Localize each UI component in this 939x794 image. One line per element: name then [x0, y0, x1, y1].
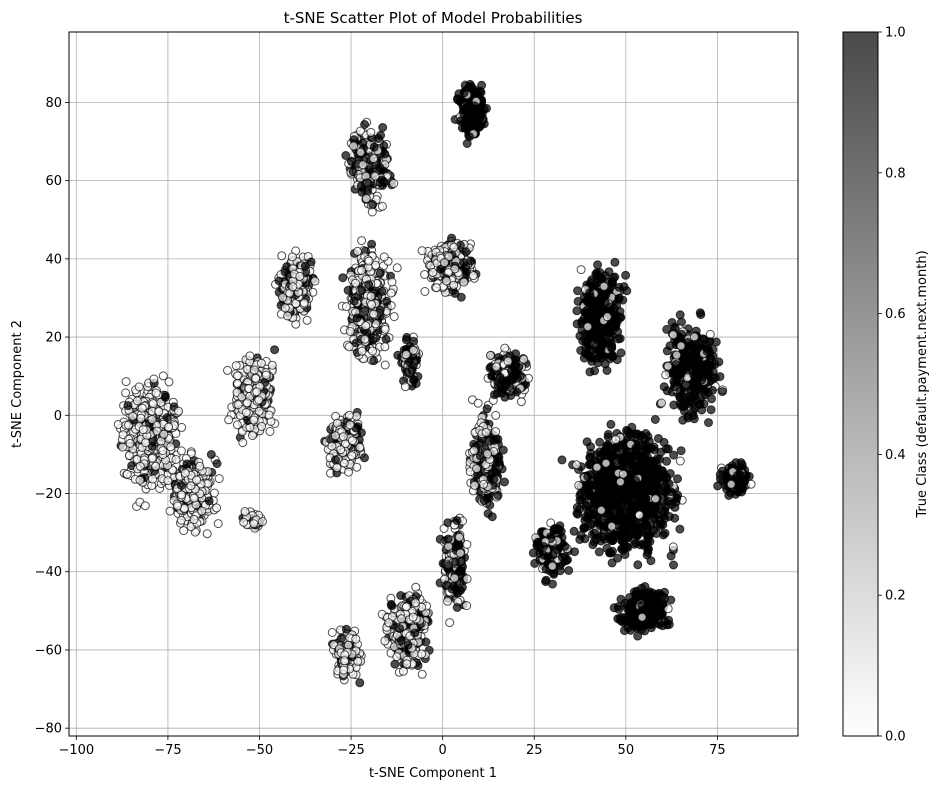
scatter-point: [141, 502, 149, 510]
scatter-point: [368, 240, 376, 248]
scatter-point: [421, 288, 429, 296]
scatter-point: [361, 454, 369, 462]
scatter-point: [605, 268, 613, 276]
scatter-point: [595, 548, 603, 556]
scatter-point: [339, 274, 347, 282]
scatter-point: [203, 530, 211, 538]
scatter-point: [382, 335, 390, 343]
scatter-point: [239, 439, 247, 447]
scatter-point: [344, 286, 352, 294]
scatter-point: [658, 399, 666, 407]
scatter-point: [586, 368, 594, 376]
scatter-point: [651, 416, 659, 424]
scatter-point: [558, 456, 566, 464]
scatter-point: [676, 311, 684, 319]
scatter-point: [488, 513, 496, 521]
scatter-point: [356, 679, 364, 687]
scatter-point: [178, 423, 186, 431]
scatter-point: [397, 592, 405, 600]
scatter-point: [486, 501, 494, 509]
scatter-point: [677, 447, 685, 455]
scatter-point: [671, 514, 679, 522]
scatter-point: [213, 504, 221, 512]
scatter-point: [670, 401, 678, 409]
scatter-point: [492, 411, 500, 419]
scatter-point: [333, 464, 341, 472]
scatter-point: [614, 554, 622, 562]
scatter-point: [705, 419, 713, 427]
scatter-point: [573, 307, 581, 315]
scatter-point: [393, 264, 401, 272]
scatter-point: [135, 383, 143, 391]
scatter-point: [379, 124, 387, 132]
scatter-point: [454, 96, 462, 104]
scatter-point: [585, 481, 593, 489]
scatter-point: [574, 297, 582, 305]
scatter-point: [369, 200, 377, 208]
scatter-point: [368, 208, 376, 216]
scatter-point: [390, 313, 398, 321]
scatter-point: [233, 372, 241, 380]
scatter-point: [284, 312, 292, 320]
scatter-point: [483, 405, 491, 413]
scatter-point: [457, 293, 465, 301]
scatter-point: [501, 478, 509, 486]
scatter-point: [207, 451, 215, 459]
scatter-point: [474, 399, 482, 407]
scatter-point: [689, 407, 697, 415]
scatter-point: [418, 650, 426, 658]
scatter-point: [611, 258, 619, 266]
scatter-point: [670, 561, 678, 569]
scatter-point: [604, 430, 612, 438]
scatter-point: [180, 527, 188, 535]
scatter-point: [418, 670, 426, 678]
scatter-point: [402, 336, 410, 344]
scatter-point: [676, 525, 684, 533]
scatter-point: [446, 619, 454, 627]
scatter-point: [463, 602, 471, 610]
scatter-point: [232, 362, 240, 370]
scatter-point: [177, 447, 185, 455]
scatter-point: [271, 346, 279, 354]
scatter-point: [665, 616, 673, 624]
scatter-point: [358, 237, 366, 245]
scatter-point: [656, 455, 664, 463]
scatter-point: [380, 253, 388, 261]
scatter-point: [345, 468, 353, 476]
scatter-point: [576, 536, 584, 544]
scatter-point: [119, 443, 127, 451]
scatter-point: [122, 378, 130, 386]
chart-title: t-SNE Scatter Plot of Model Probabilitie…: [284, 9, 583, 27]
scatter-point: [577, 266, 585, 274]
scatter-point: [706, 330, 714, 338]
scatter-point: [288, 253, 296, 261]
scatter-point: [381, 361, 389, 369]
scatter-point: [233, 421, 241, 429]
scatter-point: [669, 543, 677, 551]
scatter-point: [412, 583, 420, 591]
scatter-point: [607, 420, 615, 428]
scatter-points: [114, 80, 755, 686]
